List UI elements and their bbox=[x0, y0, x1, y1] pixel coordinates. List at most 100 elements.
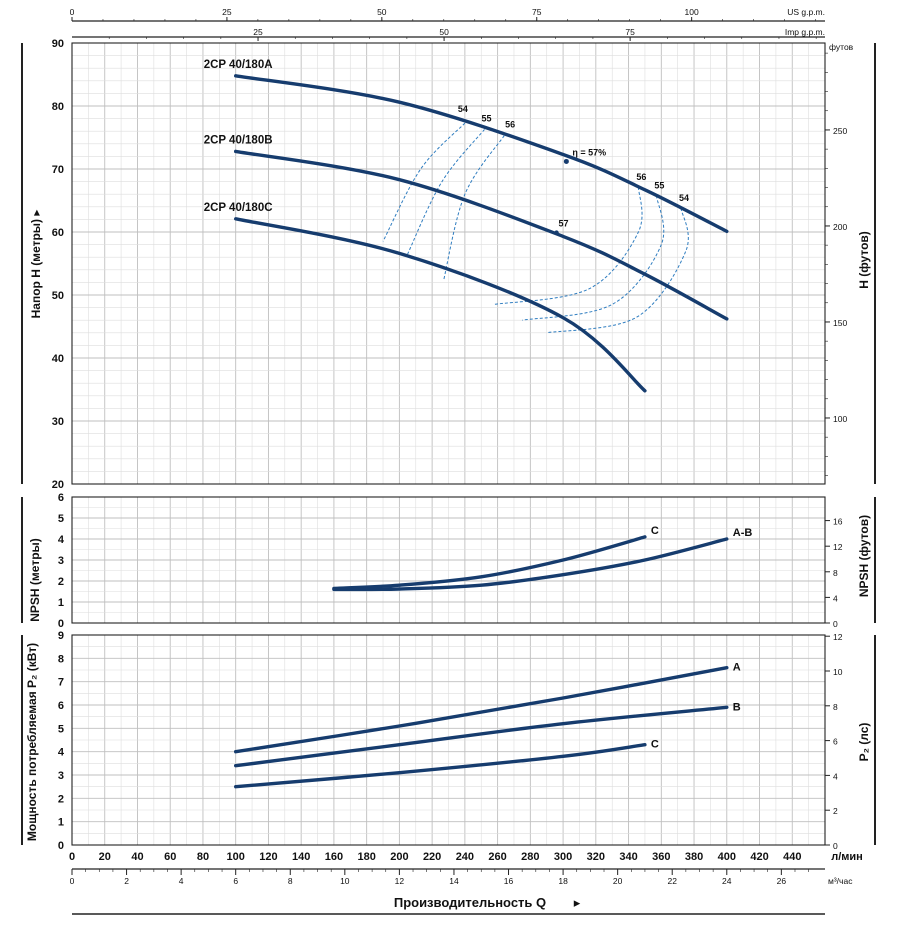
m3h-tick-label: 24 bbox=[722, 876, 732, 886]
power-ytick-label: 9 bbox=[58, 630, 64, 642]
us-gpm-unit: US g.p.m. bbox=[787, 7, 825, 17]
npsh-plot-frame bbox=[71, 496, 826, 624]
efficiency-peak-marker bbox=[563, 158, 569, 164]
head-ytick-right-label: 250 bbox=[833, 126, 847, 136]
us-gpm-tick-label: 75 bbox=[532, 7, 542, 17]
power-ytick-right-label: 10 bbox=[833, 667, 843, 677]
power-ytick-right-label: 2 bbox=[833, 806, 838, 816]
head-ytick-label: 40 bbox=[52, 353, 64, 365]
npsh-ytick-right-label: 16 bbox=[833, 517, 843, 527]
power-series-c bbox=[234, 743, 647, 789]
head-series-label: 2CP 40/180C bbox=[204, 202, 273, 214]
npsh-ytick-right-label: 12 bbox=[833, 542, 843, 552]
power-ytick-right-label: 0 bbox=[833, 841, 838, 851]
lpm-tick-label: 300 bbox=[554, 851, 572, 863]
lpm-tick-label: 280 bbox=[521, 851, 539, 863]
m3h-tick-label: 6 bbox=[233, 876, 238, 886]
m3h-tick-label: 16 bbox=[504, 876, 514, 886]
m3h-tick-label: 4 bbox=[179, 876, 184, 886]
head-ytick-right-label: 150 bbox=[833, 318, 847, 328]
lpm-tick-label: 380 bbox=[685, 851, 703, 863]
power-ytick-label: 6 bbox=[58, 700, 64, 712]
m3h-tick-label: 10 bbox=[340, 876, 350, 886]
efficiency-left-branch bbox=[382, 122, 466, 242]
power-series-label: A bbox=[733, 662, 741, 674]
feet-unit: футов bbox=[829, 42, 854, 52]
m3h-tick-label: 8 bbox=[288, 876, 293, 886]
power-ytick-label: 5 bbox=[58, 723, 64, 735]
npsh-ylabel: NPSH (метры) bbox=[28, 538, 42, 622]
efficiency-57-label: 57 bbox=[559, 219, 569, 229]
imp-gpm-tick-label: 50 bbox=[439, 27, 449, 37]
npsh-ytick-label: 5 bbox=[58, 513, 64, 525]
head-ytick-label: 90 bbox=[52, 38, 64, 50]
flow-axis-title: Производительность Q bbox=[394, 895, 546, 910]
lpm-tick-label: 400 bbox=[718, 851, 736, 863]
power-ytick-label: 3 bbox=[58, 770, 64, 782]
head-ytick-label: 70 bbox=[52, 164, 64, 176]
power-ytick-label: 7 bbox=[58, 677, 64, 689]
power-ytick-label: 1 bbox=[58, 817, 64, 829]
power-ytick-right-label: 12 bbox=[833, 632, 843, 642]
efficiency-right-label: 56 bbox=[636, 172, 646, 182]
npsh-ytick-label: 0 bbox=[58, 618, 64, 630]
m3h-tick-label: 2 bbox=[124, 876, 129, 886]
power-ylabel: Мощность потребляемая P₂ (кВт) bbox=[25, 643, 39, 841]
power-ytick-label: 4 bbox=[58, 747, 65, 759]
us-gpm-tick-label: 100 bbox=[685, 7, 699, 17]
head-series-2cp-40-180b bbox=[234, 149, 729, 321]
imp-gpm-unit: Imp g.p.m. bbox=[785, 27, 825, 37]
efficiency-left-branch bbox=[443, 135, 505, 281]
power-series-label: B bbox=[733, 701, 741, 713]
efficiency-peak-label: η = 57% bbox=[572, 147, 606, 157]
power-ytick-right-label: 4 bbox=[833, 771, 838, 781]
lpm-tick-label: 140 bbox=[292, 851, 310, 863]
lpm-tick-label: 260 bbox=[488, 851, 506, 863]
m3h-tick-label: 14 bbox=[449, 876, 459, 886]
head-ytick-label: 20 bbox=[52, 479, 64, 491]
lpm-tick-label: 80 bbox=[197, 851, 209, 863]
efficiency-right-branch bbox=[494, 186, 643, 305]
npsh-ytick-label: 2 bbox=[58, 576, 64, 588]
head-ytick-label: 80 bbox=[52, 101, 64, 113]
frame-layer bbox=[21, 17, 876, 915]
m3h-tick-label: 12 bbox=[395, 876, 405, 886]
lpm-tick-label: 340 bbox=[619, 851, 637, 863]
power-ylabel-right: P₂ (лс) bbox=[857, 723, 871, 762]
flow-axis-arrow: ▸ bbox=[574, 895, 581, 910]
m3h-tick-label: 20 bbox=[613, 876, 623, 886]
efficiency-right-label: 54 bbox=[679, 193, 689, 203]
lpm-tick-label: 100 bbox=[227, 851, 245, 863]
lpm-tick-label: 220 bbox=[423, 851, 441, 863]
efficiency-left-branch bbox=[407, 129, 485, 255]
us-gpm-tick-label: 50 bbox=[377, 7, 387, 17]
m3h-tick-label: 0 bbox=[70, 876, 75, 886]
labels-layer: 0 25 50 75 100 US g.p.m.25 50 75 Imp g.p.m.футов… bbox=[25, 7, 871, 910]
lpm-tick-label: 40 bbox=[131, 851, 143, 863]
head-plot-frame bbox=[71, 42, 826, 485]
lpm-tick-label: 240 bbox=[456, 851, 474, 863]
m3h-tick-label: 22 bbox=[667, 876, 677, 886]
lpm-tick-label: 320 bbox=[587, 851, 605, 863]
efficiency-right-branch bbox=[546, 208, 689, 334]
imp-gpm-tick-label: 25 bbox=[253, 27, 263, 37]
lpm-tick-label: 120 bbox=[259, 851, 277, 863]
m3h-tick-label: 18 bbox=[558, 876, 568, 886]
imp-gpm-tick-label: 75 bbox=[625, 27, 635, 37]
npsh-series-c bbox=[332, 535, 647, 591]
head-ytick-label: 30 bbox=[52, 416, 64, 428]
lpm-tick-label: 420 bbox=[750, 851, 768, 863]
head-ylabel-right: H (футов) bbox=[857, 231, 871, 289]
npsh-series-label: C bbox=[651, 525, 659, 537]
power-ytick-right-label: 6 bbox=[833, 737, 838, 747]
lpm-tick-label: 20 bbox=[99, 851, 111, 863]
lpm-tick-label: 60 bbox=[164, 851, 176, 863]
head-ytick-right-label: 200 bbox=[833, 222, 847, 232]
grid-layer bbox=[71, 42, 826, 846]
lpm-tick-label: 160 bbox=[325, 851, 343, 863]
head-ytick-right-label: 100 bbox=[833, 414, 847, 424]
lpm-tick-label: 180 bbox=[357, 851, 375, 863]
head-series-label: 2CP 40/180B bbox=[204, 134, 273, 146]
lpm-tick-label: 360 bbox=[652, 851, 670, 863]
